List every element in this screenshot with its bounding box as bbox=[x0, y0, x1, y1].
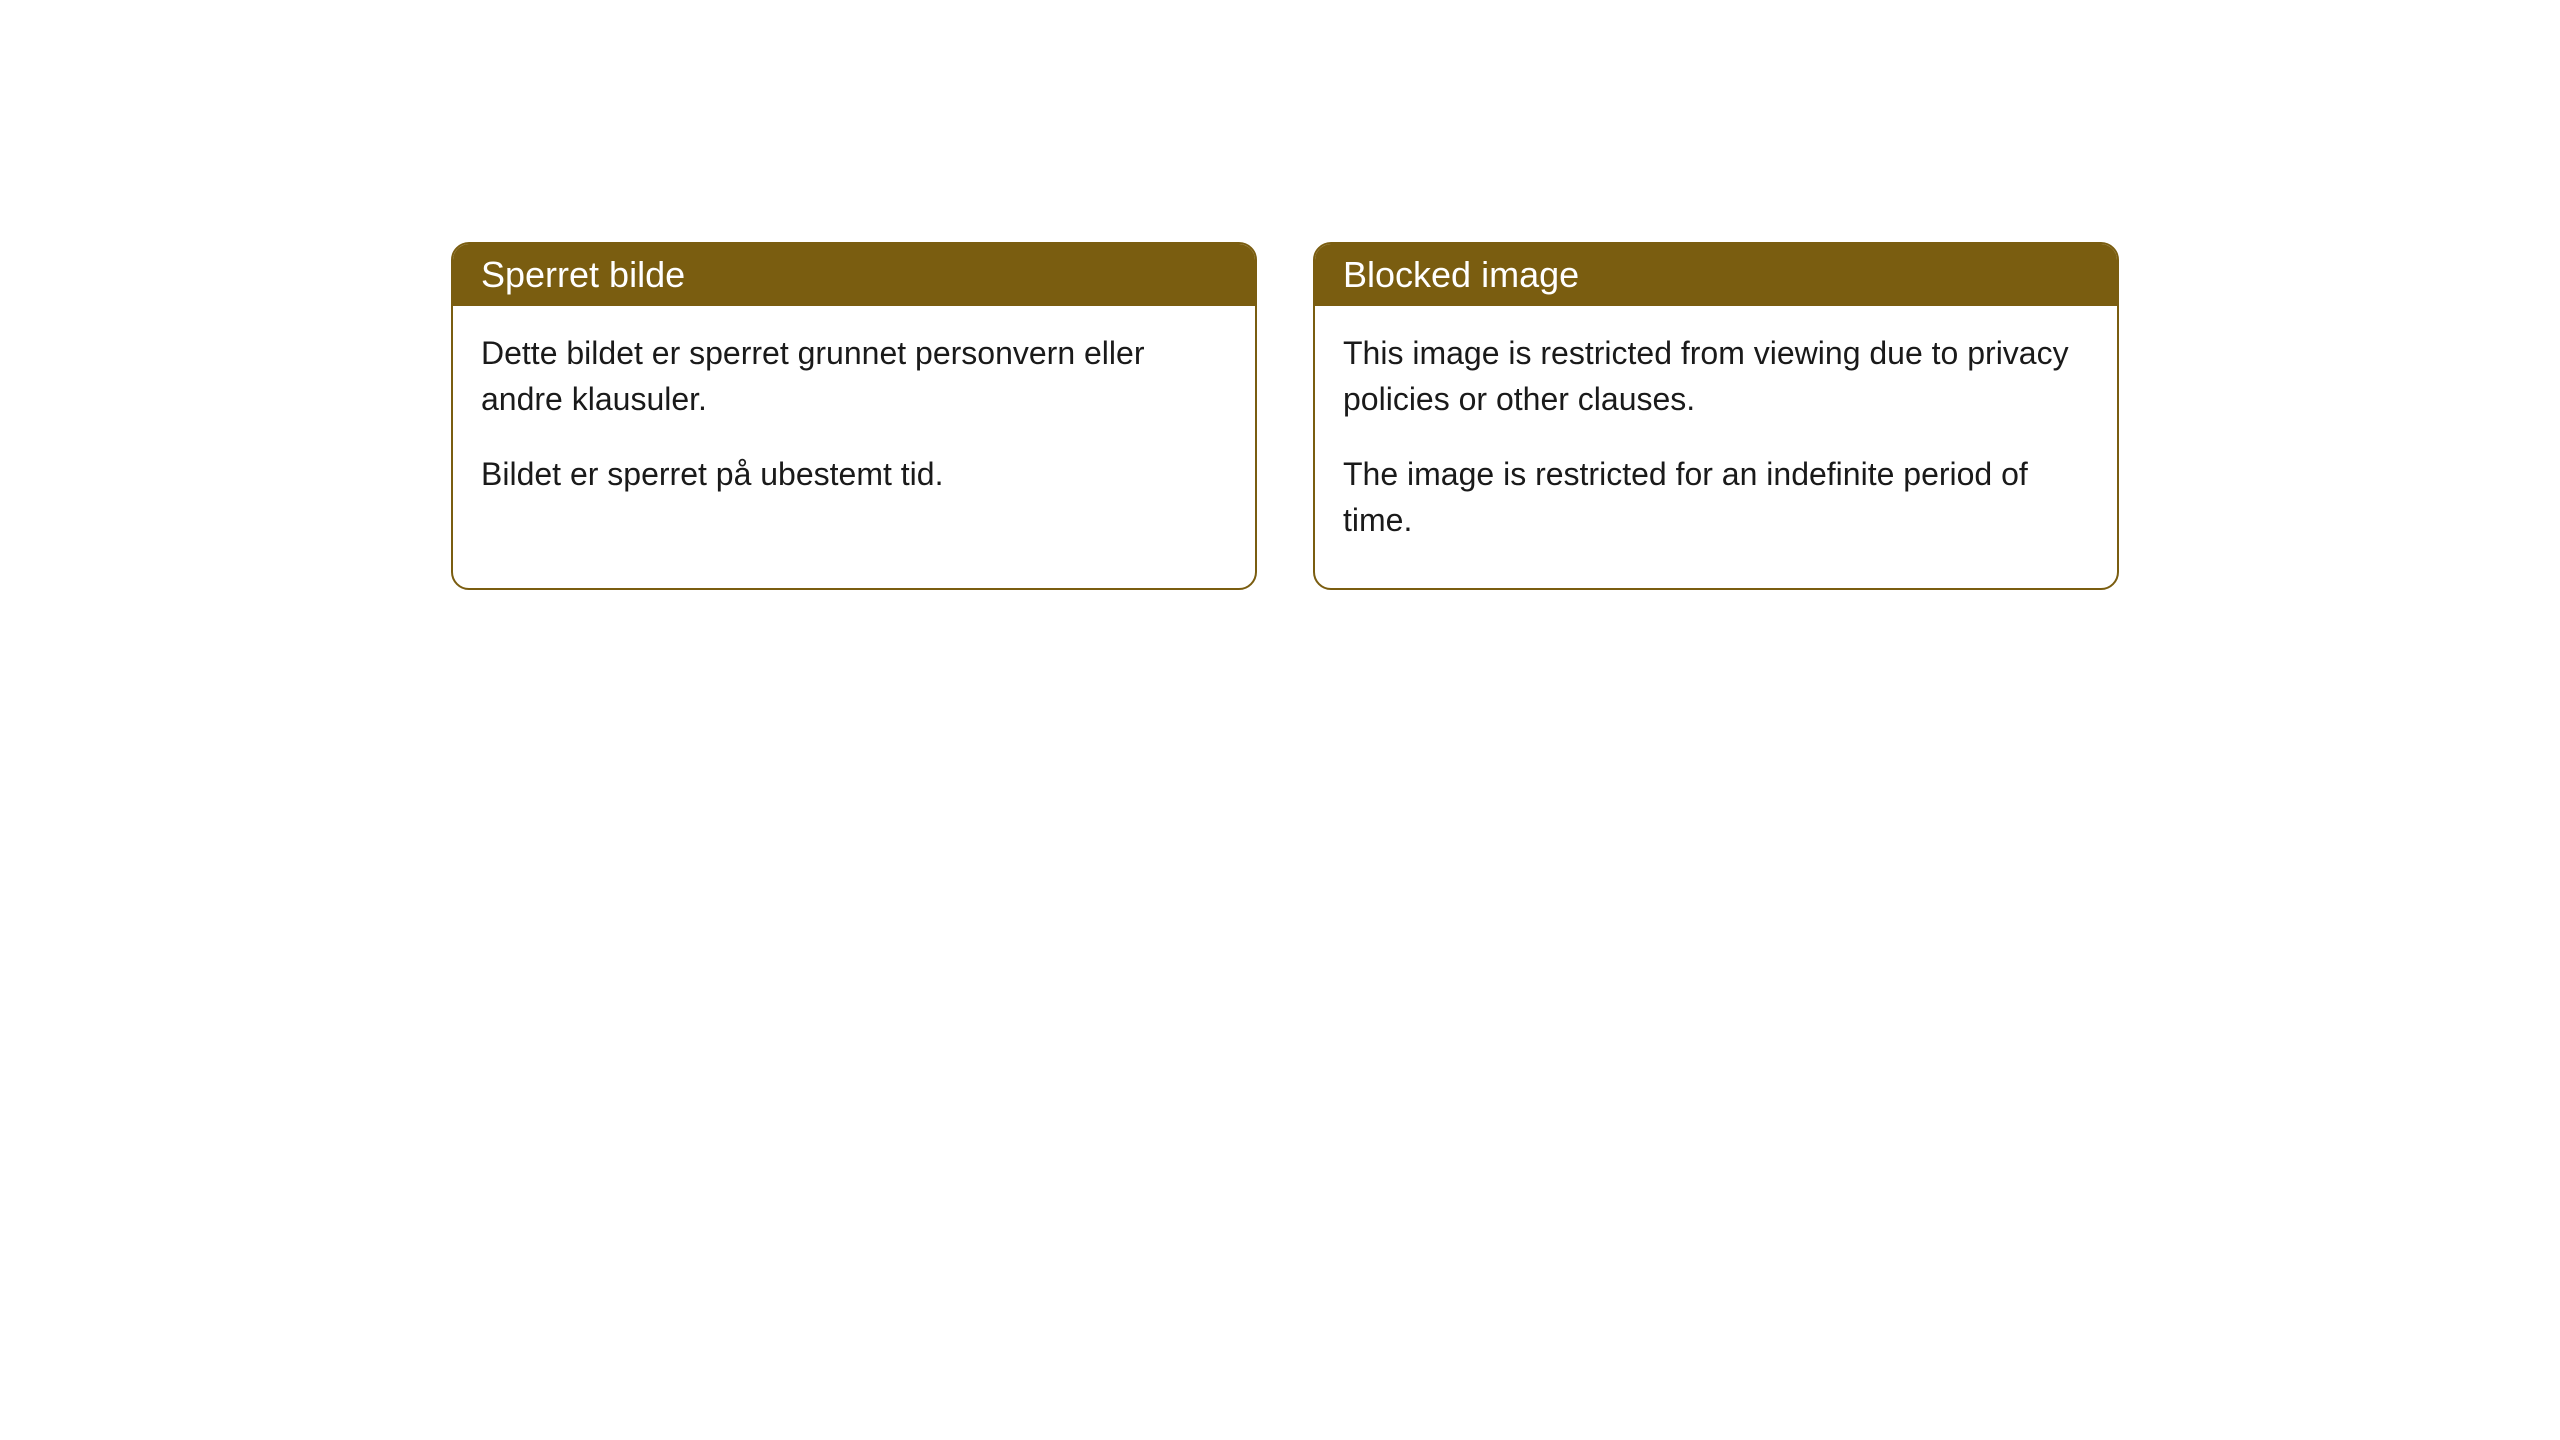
card-paragraph: Bildet er sperret på ubestemt tid. bbox=[481, 451, 1227, 497]
card-body: Dette bildet er sperret grunnet personve… bbox=[453, 306, 1255, 541]
card-title: Sperret bilde bbox=[481, 254, 685, 295]
card-header: Sperret bilde bbox=[453, 244, 1255, 306]
blocked-image-card-english: Blocked image This image is restricted f… bbox=[1313, 242, 2119, 590]
blocked-image-card-norwegian: Sperret bilde Dette bildet er sperret gr… bbox=[451, 242, 1257, 590]
card-paragraph: This image is restricted from viewing du… bbox=[1343, 330, 2089, 423]
card-body: This image is restricted from viewing du… bbox=[1315, 306, 2117, 588]
card-paragraph: Dette bildet er sperret grunnet personve… bbox=[481, 330, 1227, 423]
card-title: Blocked image bbox=[1343, 254, 1579, 295]
notice-cards-container: Sperret bilde Dette bildet er sperret gr… bbox=[451, 242, 2119, 590]
card-paragraph: The image is restricted for an indefinit… bbox=[1343, 451, 2089, 544]
card-header: Blocked image bbox=[1315, 244, 2117, 306]
